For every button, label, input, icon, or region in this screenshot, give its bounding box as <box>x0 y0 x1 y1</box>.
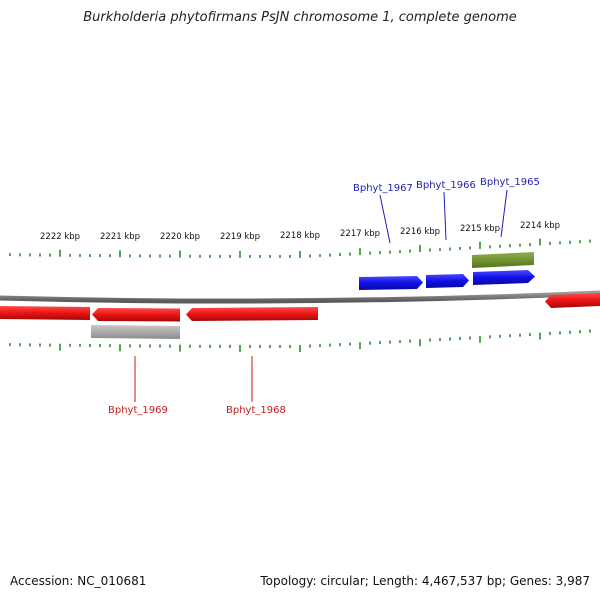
leader-bphyt-1966 <box>443 191 447 241</box>
scale-ticks-bottom <box>9 329 591 352</box>
accession-text: Accession: NC_010681 <box>10 574 147 588</box>
gene-bphyt-1966[interactable] <box>426 274 469 288</box>
genome-title: Burkholderia phytofirmans PsJN chromosom… <box>83 10 517 25</box>
tick-label-2217: 2217 kbp <box>340 229 380 239</box>
leader-bphyt-1965 <box>500 189 508 238</box>
tick-label-2222: 2222 kbp <box>40 232 80 242</box>
gene-bphyt-1968[interactable] <box>186 307 318 321</box>
reverse-strand-genes <box>0 293 600 339</box>
gene-bphyt-1965[interactable] <box>473 270 535 285</box>
gene-partial-right[interactable] <box>545 293 600 308</box>
gene-highlight-forward[interactable] <box>472 252 534 268</box>
label-leader-lines <box>134 189 508 402</box>
gene-highlight-reverse[interactable] <box>91 325 180 339</box>
gene-bphyt-1969[interactable] <box>92 308 180 322</box>
forward-strand-genes <box>359 252 535 290</box>
tick-label-2218: 2218 kbp <box>280 231 320 241</box>
tick-label-2220: 2220 kbp <box>160 232 200 242</box>
leader-bphyt-1967 <box>379 194 391 244</box>
label-bphyt-1965[interactable]: Bphyt_1965 <box>480 177 540 188</box>
label-bphyt-1968[interactable]: Bphyt_1968 <box>226 405 286 416</box>
genome-summary-text: Topology: circular; Length: 4,467,537 bp… <box>260 574 590 588</box>
tick-label-2216: 2216 kbp <box>400 227 440 237</box>
gene-bphyt-1967[interactable] <box>359 276 423 290</box>
label-bphyt-1969[interactable]: Bphyt_1969 <box>108 405 168 416</box>
tick-label-2214: 2214 kbp <box>520 221 560 231</box>
gene-partial-left[interactable] <box>0 306 90 320</box>
label-bphyt-1967[interactable]: Bphyt_1967 <box>353 183 413 194</box>
chromosome-backbone <box>0 290 600 304</box>
tick-label-2221: 2221 kbp <box>100 232 140 242</box>
tick-label-2219: 2219 kbp <box>220 232 260 242</box>
tick-label-2215: 2215 kbp <box>460 224 500 234</box>
label-bphyt-1966[interactable]: Bphyt_1966 <box>416 180 476 191</box>
scale-ticks-top <box>9 238 591 258</box>
scale-tick-labels: 2222 kbp 2221 kbp 2220 kbp 2219 kbp 2218… <box>40 221 560 242</box>
